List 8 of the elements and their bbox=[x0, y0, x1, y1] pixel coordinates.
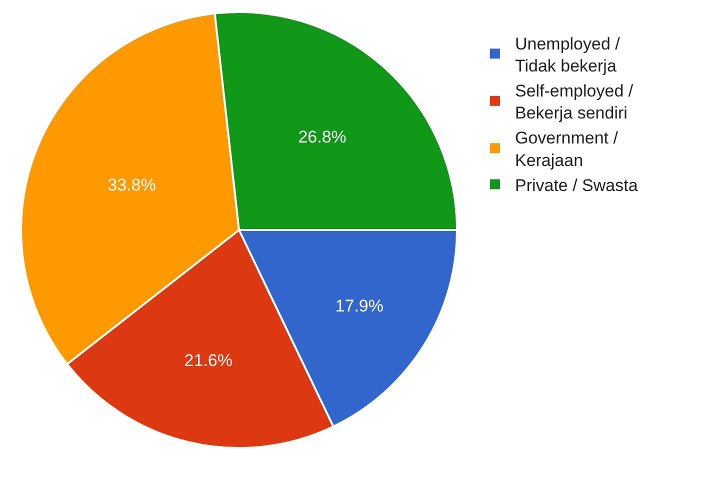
legend-label: Private / Swasta bbox=[514, 176, 638, 195]
legend-label: Unemployed / Tidak bekerja bbox=[514, 34, 620, 76]
data-label: 33.8% bbox=[108, 175, 156, 194]
legend-label: Government / Kerajaan bbox=[514, 128, 618, 170]
data-label: 21.6% bbox=[184, 350, 232, 370]
data-label: 17.9% bbox=[335, 296, 384, 316]
data-label: 26.8% bbox=[298, 127, 346, 146]
legend-label: Self-employed / Bekerja sendiri bbox=[514, 81, 634, 123]
